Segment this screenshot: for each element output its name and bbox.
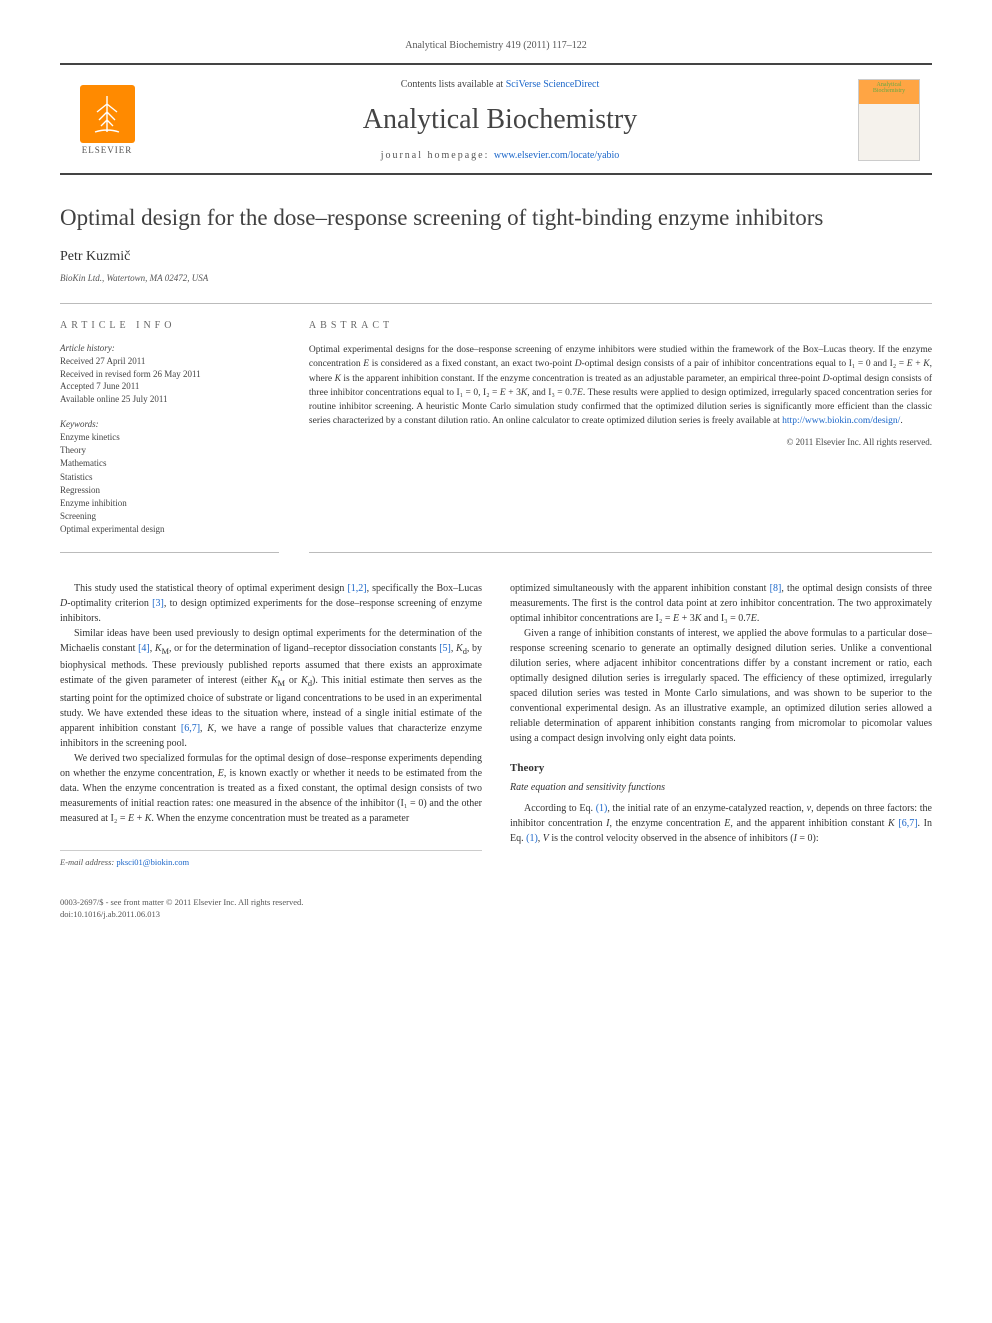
theory-heading: Theory — [510, 762, 932, 774]
citation-link[interactable]: [6,7] — [181, 723, 200, 734]
history-revised: Received in revised form 26 May 2011 — [60, 368, 279, 381]
author-affiliation: BioKin Ltd., Watertown, MA 02472, USA — [60, 273, 932, 283]
journal-name: Analytical Biochemistry — [142, 104, 858, 136]
contents-available: Contents lists available at SciVerse Sci… — [142, 79, 858, 90]
keyword: Statistics — [60, 471, 279, 484]
abstract-copyright: © 2011 Elsevier Inc. All rights reserved… — [309, 437, 932, 447]
keyword: Regression — [60, 484, 279, 497]
journal-cover-thumbnail[interactable]: Analytical Biochemistry — [858, 79, 920, 161]
abstract-body: Optimal experimental designs for the dos… — [309, 345, 932, 426]
homepage-prefix: journal homepage: — [381, 150, 494, 161]
keyword: Mathematics — [60, 457, 279, 470]
history-label: Article history: — [60, 343, 279, 353]
journal-header: ELSEVIER Contents lists available at Sci… — [60, 63, 932, 175]
sciencedirect-link[interactable]: SciVerse ScienceDirect — [506, 79, 600, 90]
article-info-label: ARTICLE INFO — [60, 320, 279, 331]
right-column: optimized simultaneously with the appare… — [510, 581, 932, 921]
article-body: This study used the statistical theory o… — [60, 581, 932, 921]
body-paragraph: According to Eq. (1), the initial rate o… — [510, 801, 932, 846]
keyword: Enzyme inhibition — [60, 497, 279, 510]
citation-link[interactable]: [3] — [152, 598, 164, 609]
elsevier-tree-icon — [80, 85, 135, 143]
citation-link[interactable]: [1,2] — [347, 583, 366, 594]
history-received: Received 27 April 2011 — [60, 355, 279, 368]
history-online: Available online 25 July 2011 — [60, 393, 279, 406]
keywords-label: Keywords: — [60, 419, 279, 429]
cover-title: Analytical Biochemistry — [861, 82, 917, 94]
abstract-suffix: . — [900, 416, 902, 426]
keyword: Optimal experimental design — [60, 523, 279, 536]
body-paragraph: This study used the statistical theory o… — [60, 581, 482, 626]
equation-link[interactable]: (1) — [596, 803, 608, 814]
citation-link[interactable]: [4] — [138, 643, 150, 654]
doi-line: doi:10.1016/j.ab.2011.06.013 — [60, 909, 482, 921]
citation-link[interactable]: [8] — [770, 583, 782, 594]
email-footnote: E-mail address: pksci01@biokin.com — [60, 850, 482, 867]
abstract-label: ABSTRACT — [309, 320, 932, 331]
keyword: Theory — [60, 444, 279, 457]
homepage-link[interactable]: www.elsevier.com/locate/yabio — [494, 150, 619, 161]
email-label: E-mail address: — [60, 857, 116, 867]
left-column: This study used the statistical theory o… — [60, 581, 482, 921]
keyword: Screening — [60, 510, 279, 523]
author-email-link[interactable]: pksci01@biokin.com — [116, 857, 189, 867]
calculator-link[interactable]: http://www.biokin.com/design/ — [782, 416, 900, 426]
copyright-line: 0003-2697/$ - see front matter © 2011 El… — [60, 897, 482, 909]
history-accepted: Accepted 7 June 2011 — [60, 380, 279, 393]
body-paragraph: We derived two specialized formulas for … — [60, 751, 482, 826]
body-paragraph: Similar ideas have been used previously … — [60, 626, 482, 751]
journal-reference: Analytical Biochemistry 419 (2011) 117–1… — [60, 40, 932, 51]
journal-homepage: journal homepage: www.elsevier.com/locat… — [142, 150, 858, 161]
article-info-panel: ARTICLE INFO Article history: Received 2… — [60, 320, 279, 553]
page-footer: 0003-2697/$ - see front matter © 2011 El… — [60, 897, 482, 921]
abstract-panel: ABSTRACT Optimal experimental designs fo… — [309, 320, 932, 553]
equation-link[interactable]: (1) — [526, 833, 538, 844]
body-paragraph: optimized simultaneously with the appare… — [510, 581, 932, 626]
citation-link[interactable]: [6,7] — [898, 818, 917, 829]
body-paragraph: Given a range of inhibition constants of… — [510, 626, 932, 746]
author-name: Petr Kuzmič — [60, 249, 932, 265]
keyword: Enzyme kinetics — [60, 431, 279, 444]
citation-link[interactable]: [5] — [439, 643, 451, 654]
abstract-text: Optimal experimental designs for the dos… — [309, 343, 932, 429]
article-title: Optimal design for the dose–response scr… — [60, 205, 932, 231]
contents-prefix: Contents lists available at — [401, 79, 506, 90]
publisher-logo[interactable]: ELSEVIER — [72, 80, 142, 160]
publisher-name: ELSEVIER — [82, 145, 133, 155]
rate-equation-heading: Rate equation and sensitivity functions — [510, 782, 932, 793]
